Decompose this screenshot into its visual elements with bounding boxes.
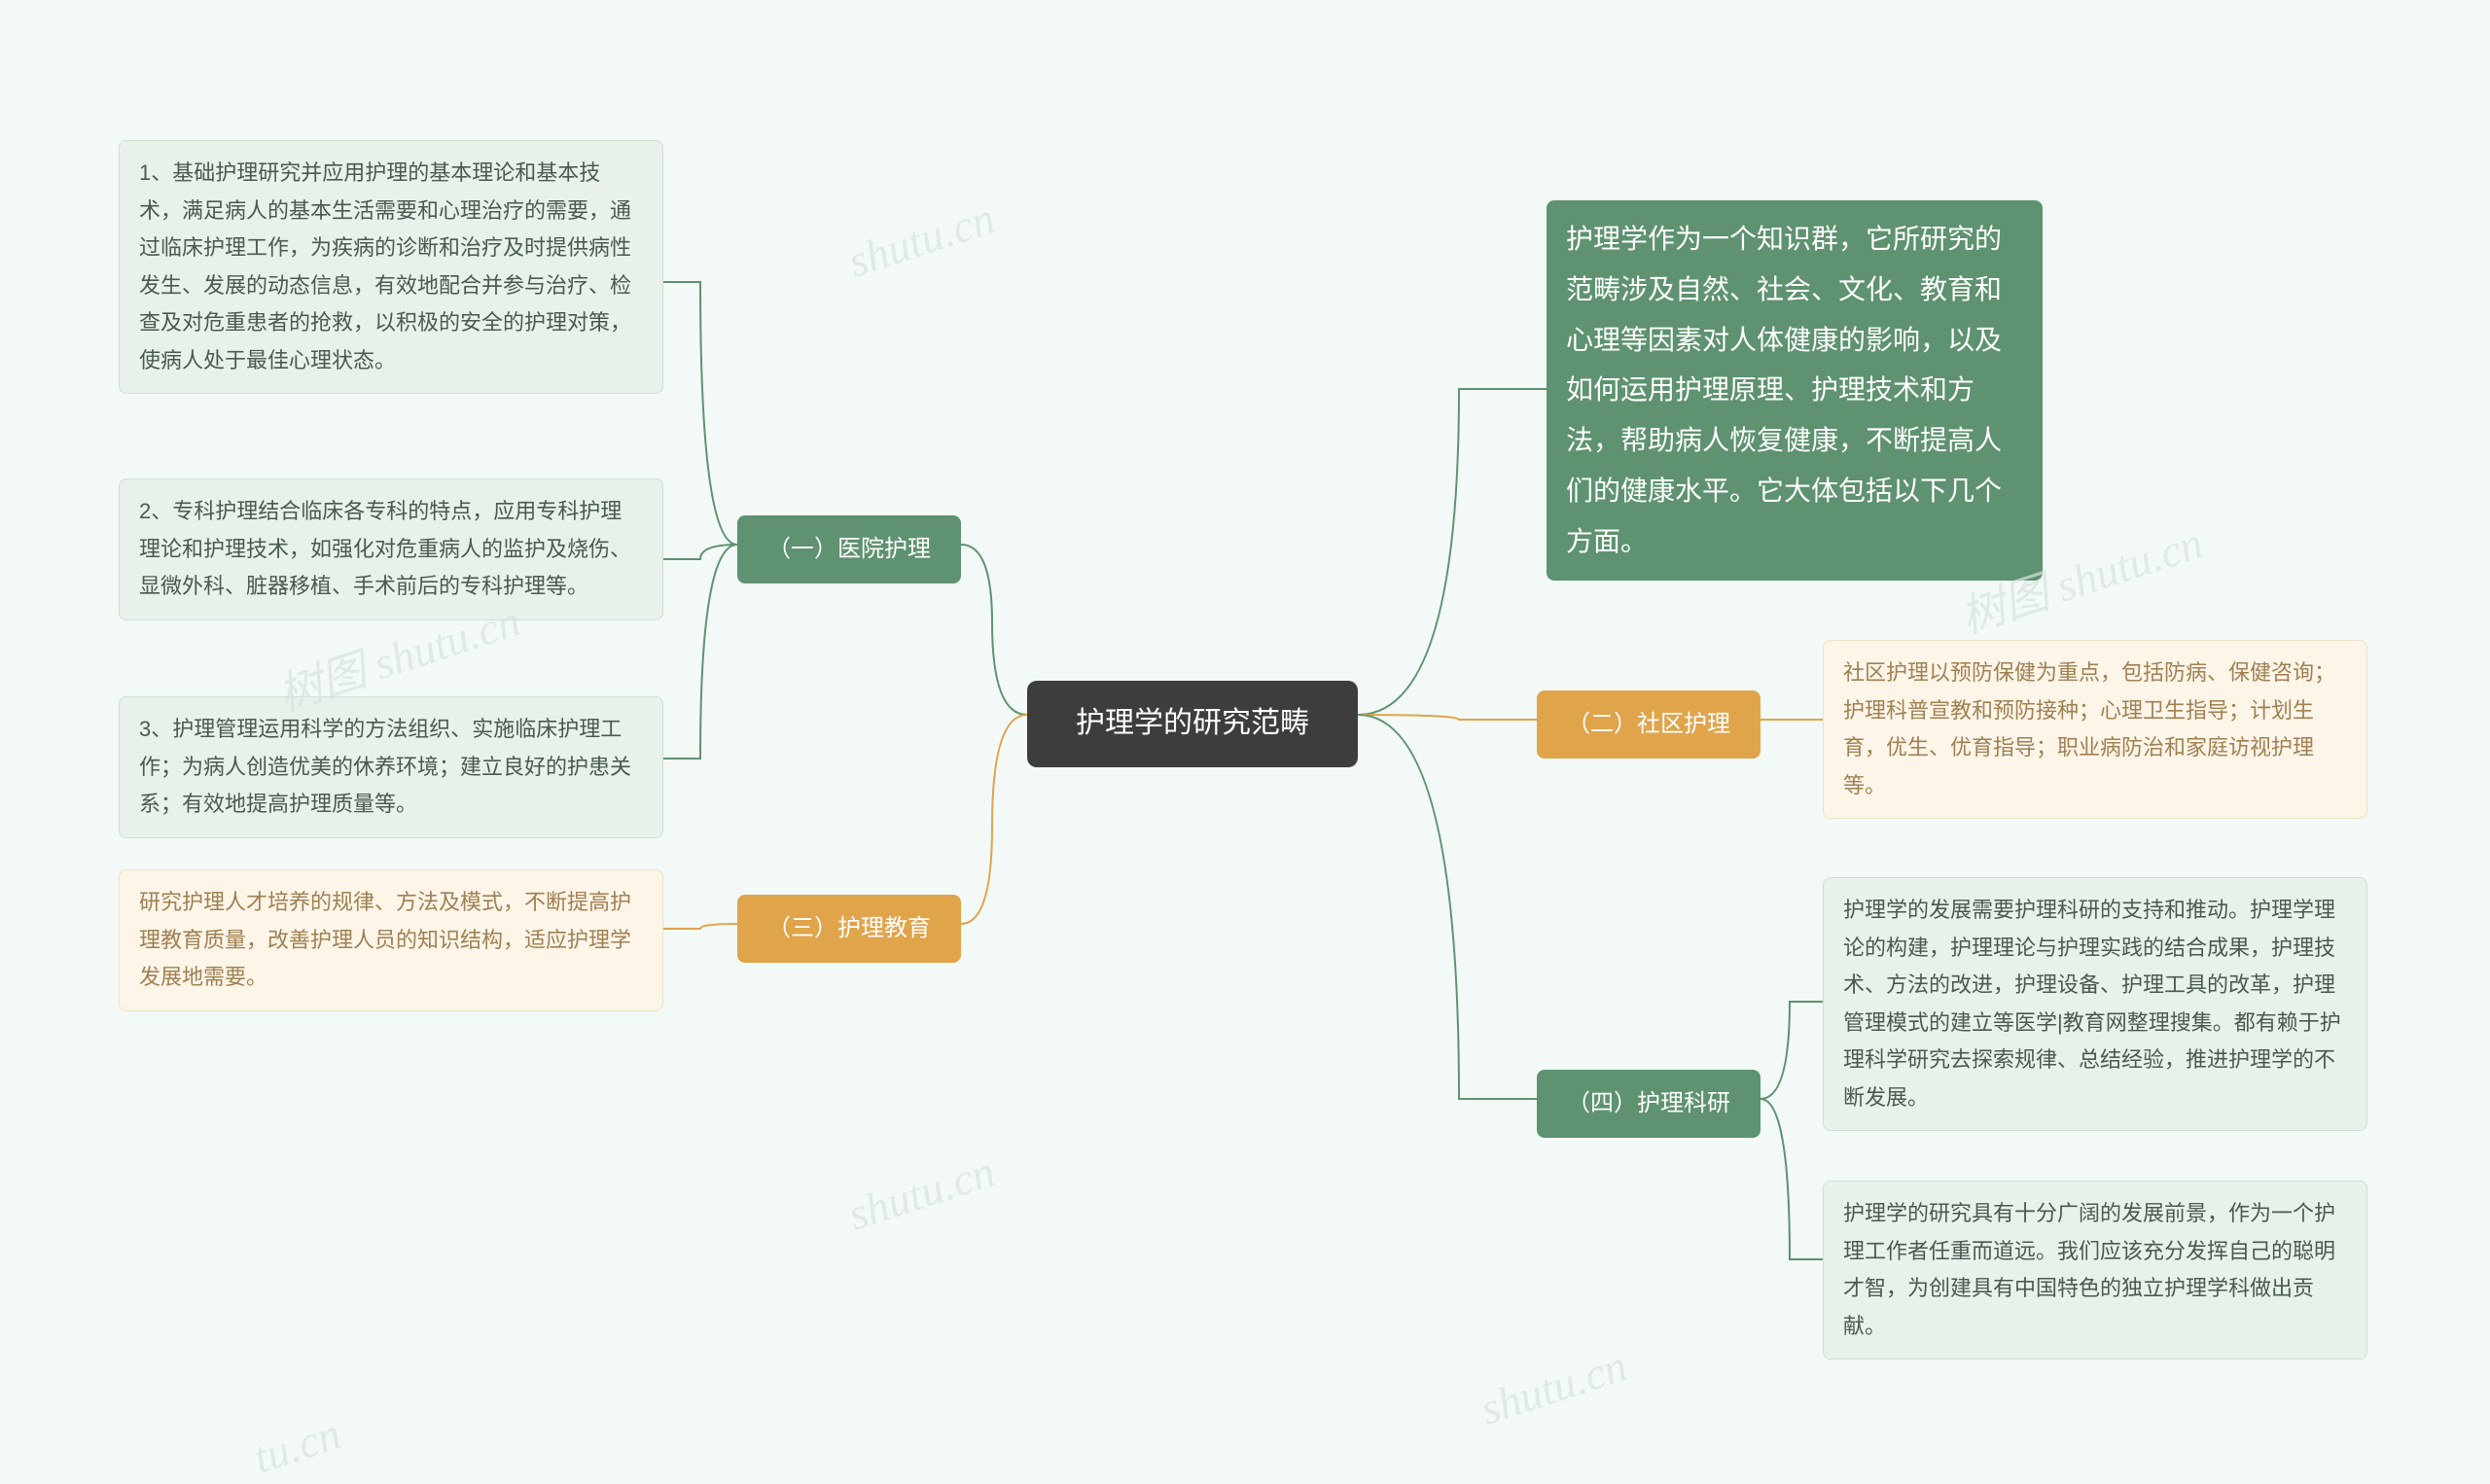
leaf-specialty-nursing: 2、专科护理结合临床各专科的特点，应用专科护理理论和护理技术，如强化对危重病人的… xyxy=(119,478,663,620)
branch-community-nursing[interactable]: （二）社区护理 xyxy=(1537,690,1761,759)
branch-nursing-research[interactable]: （四）护理科研 xyxy=(1537,1070,1761,1138)
branch-hospital-nursing[interactable]: （一）医院护理 xyxy=(737,515,961,583)
leaf-research-support: 护理学的发展需要护理科研的支持和推动。护理学理论的构建，护理理论与护理实践的结合… xyxy=(1823,877,2367,1131)
watermark: shutu.cn xyxy=(1475,1339,1633,1434)
branch-nursing-education[interactable]: （三）护理教育 xyxy=(737,895,961,963)
center-node[interactable]: 护理学的研究范畴 xyxy=(1027,681,1358,767)
watermark: shutu.cn xyxy=(842,192,1001,287)
watermark: tu.cn xyxy=(247,1407,347,1483)
intro-node: 护理学作为一个知识群，它所研究的范畴涉及自然、社会、文化、教育和心理等因素对人体… xyxy=(1547,200,2043,581)
leaf-nursing-management: 3、护理管理运用科学的方法组织、实施临床护理工作；为病人创造优美的休养环境；建立… xyxy=(119,696,663,838)
leaf-community-nursing-desc: 社区护理以预防保健为重点，包括防病、保健咨询；护理科普宣教和预防接种；心理卫生指… xyxy=(1823,640,2367,819)
leaf-nursing-education-desc: 研究护理人才培养的规律、方法及模式，不断提高护理教育质量，改善护理人员的知识结构… xyxy=(119,869,663,1011)
watermark: shutu.cn xyxy=(842,1145,1001,1240)
leaf-research-prospect: 护理学的研究具有十分广阔的发展前景，作为一个护理工作者任重而道远。我们应该充分发… xyxy=(1823,1181,2367,1360)
leaf-basic-nursing: 1、基础护理研究并应用护理的基本理论和基本技术，满足病人的基本生活需要和心理治疗… xyxy=(119,140,663,394)
